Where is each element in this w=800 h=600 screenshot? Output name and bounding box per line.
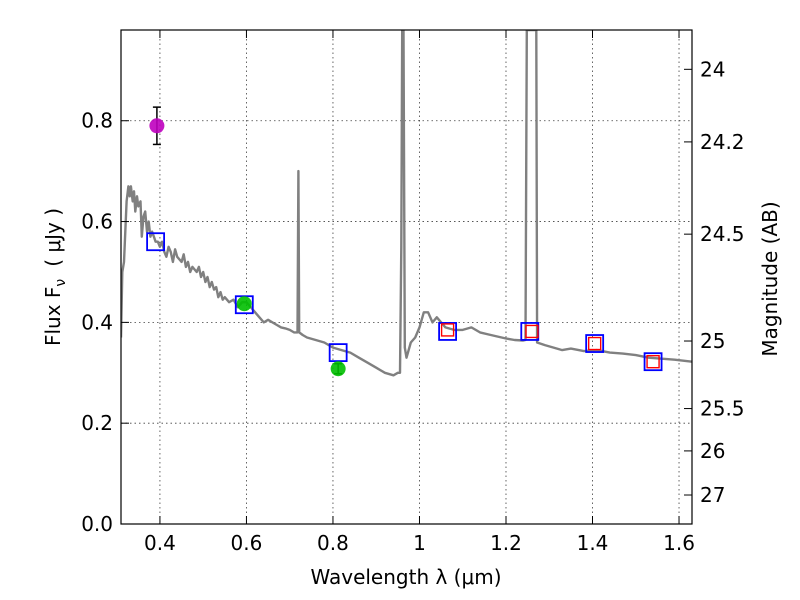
- plot-area: [121, 30, 692, 377]
- axes-frame: [120, 29, 693, 525]
- x-tick-label: 1.4: [577, 531, 609, 555]
- detection-point: [236, 296, 252, 312]
- y2-tick-label: 25.5: [700, 397, 745, 421]
- detection-point: [149, 118, 165, 134]
- x-tick-label: 1: [413, 531, 426, 555]
- y-axis-label-main: Flux F: [41, 287, 65, 346]
- x-axis-label: Wavelength λ (μm): [310, 565, 501, 589]
- observed_photometry-marker: [440, 323, 455, 337]
- y2-tick-label: 24.2: [700, 130, 745, 154]
- x-tick-label: 0.8: [317, 531, 349, 555]
- y2-tick-label: 27: [700, 483, 725, 507]
- observed_photometry-marker: [587, 336, 602, 351]
- observed_photometry-marker: [646, 354, 660, 369]
- y2-tick-label: 24.5: [700, 222, 745, 246]
- y-axis-label: Flux Fν ( μJy ): [41, 208, 69, 346]
- y-tick-label: 0.0: [81, 512, 113, 536]
- sed-line: [121, 30, 692, 377]
- x-tick-label: 0.6: [231, 531, 263, 555]
- y-tick-label: 0.6: [81, 210, 113, 234]
- x-tick-label: 1.2: [490, 531, 522, 555]
- y-tick-label: 0.8: [81, 109, 113, 133]
- synthetic_photometry-marker: [585, 334, 605, 353]
- axes: 0.4 0.6 0.8 1 1.2 1.4 1.6 0.0 0.2 0.4 0.6 0.8 24 24.2…: [81, 30, 745, 555]
- synthetic_photometry-marker: [438, 322, 457, 341]
- y-tick-label: 0.2: [81, 411, 113, 435]
- x-tick-label: 0.4: [144, 531, 176, 555]
- synthetic_photometry-marker: [643, 352, 663, 372]
- y2-tick-label: 26: [700, 439, 725, 463]
- y-axis-label-unit: ( μJy ): [41, 208, 65, 267]
- x-tick-label: 1.6: [663, 531, 695, 555]
- y2-tick-label: 25: [700, 329, 725, 353]
- y-tick-label: 0.4: [81, 310, 113, 334]
- y2-axis-label: Magnitude (AB): [758, 201, 782, 356]
- y2-tick-label: 24: [700, 57, 725, 81]
- observed_photometry-marker: [525, 324, 539, 339]
- y-axis-label-subscript: ν: [53, 279, 69, 287]
- synthetic_photometry-marker: [146, 232, 166, 252]
- detection-point: [330, 361, 346, 377]
- synthetic_photometry-marker: [328, 343, 348, 363]
